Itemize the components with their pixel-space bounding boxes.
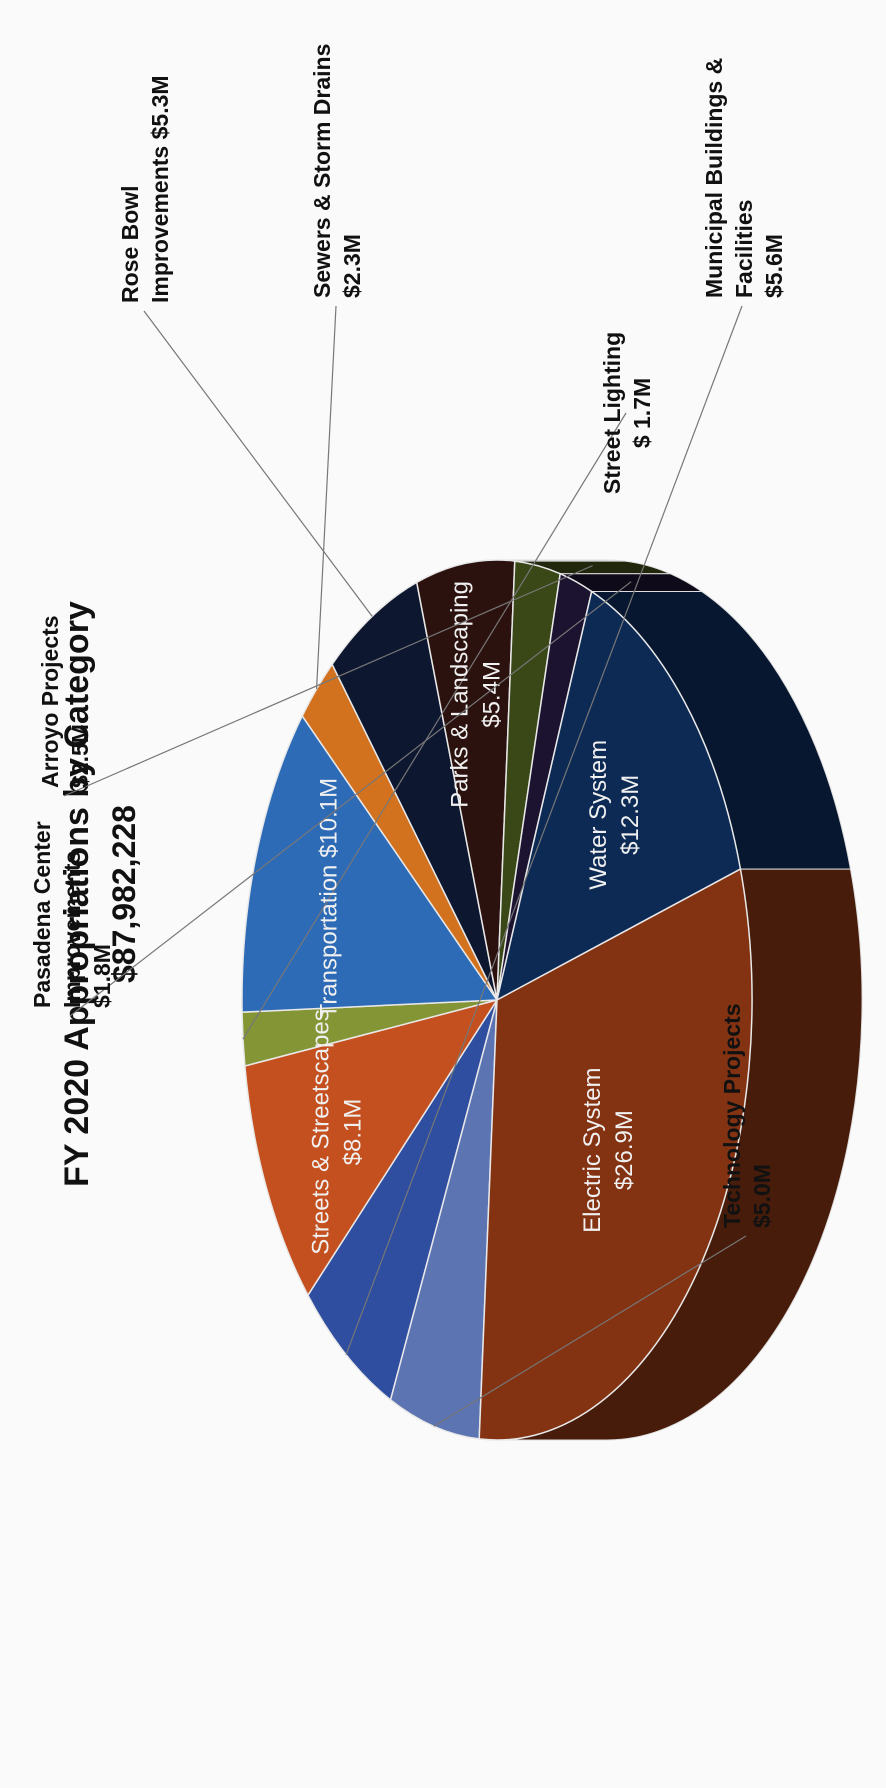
slice-label-street-lighting-line: Street Lighting xyxy=(599,332,625,494)
pie-slice-transportation xyxy=(241,714,499,1013)
slice-label-parks-landscaping-line: $5.4M xyxy=(479,661,506,728)
slice-label-pasadena-center-improvements-line: Improvements xyxy=(59,851,85,1008)
slice-label-sewers-storm-drains-line: $2.3M xyxy=(339,234,365,298)
slice-label-arroyo-projects-line: Arroyo Projects xyxy=(37,615,63,788)
slice-label-arroyo-projects-line: $2.5M xyxy=(67,724,93,788)
slice-label-municipal-buildings-facilities-line: $5.6M xyxy=(761,234,787,298)
slice-label-arroyo-projects: Arroyo Projects $2.5M xyxy=(37,615,93,788)
slice-label-pasadena-center-improvements-line: $1.8M xyxy=(89,944,115,1008)
pie-slice-rose-bowl-improvements xyxy=(331,581,498,1001)
leader-line-municipal-buildings-facilities xyxy=(345,305,743,1355)
slice-label-streets-streetscapes-line: Streets & Streetscapes xyxy=(308,1009,335,1254)
slice-label-street-lighting-line: $ 1.7M xyxy=(629,378,655,448)
slice-label-rose-bowl-improvements: Rose Bowl Improvements $5.3M xyxy=(117,75,173,303)
slice-label-technology-projects: Technology Projects $5.0M xyxy=(719,1003,775,1228)
slice-label-municipal-buildings-facilities: Municipal Buildings & Facilities $5.6M xyxy=(701,58,787,298)
slice-label-pasadena-center-improvements: Pasadena Center Improvements $1.8M xyxy=(29,821,115,1008)
pie-top xyxy=(241,559,753,1441)
slice-label-street-lighting: Street Lighting $ 1.7M xyxy=(599,332,655,494)
slice-label-sewers-storm-drains: Sewers & Storm Drains $2.3M xyxy=(309,44,365,298)
leader-line-sewers-storm-drains xyxy=(315,305,337,690)
pie-labels: Technology Projects $5.0M Municipal Buildi… xyxy=(29,44,787,1427)
slice-label-electric-system: Electric System $26.9M xyxy=(579,1067,638,1232)
slice-label-transportation-line: Transportation $10.1M xyxy=(316,778,343,1019)
leader-line-pasadena-center-improvements xyxy=(69,581,632,1017)
slice-label-electric-system-line: Electric System xyxy=(579,1067,606,1232)
pie-slice-electric-system xyxy=(478,867,753,1441)
slice-label-rose-bowl-improvements-line: Improvements $5.3M xyxy=(147,75,173,303)
slice-label-streets-streetscapes: Streets & Streetscapes $8.1M xyxy=(308,1009,367,1254)
slice-label-water-system: Water System $12.3M xyxy=(585,740,644,890)
slice-label-technology-projects-line: $5.0M xyxy=(749,1164,775,1228)
slice-label-municipal-buildings-facilities-line: Facilities xyxy=(731,200,757,298)
slice-label-water-system-line: $12.3M xyxy=(617,775,644,855)
slice-label-transportation: Transportation $10.1M xyxy=(316,778,343,1019)
pie-slice-water-system xyxy=(495,590,742,1002)
leader-line-rose-bowl-improvements xyxy=(143,310,373,617)
pie-slice-streets-streetscapes xyxy=(244,998,499,1297)
leader-line-arroyo-projects xyxy=(63,565,593,797)
slice-label-municipal-buildings-facilities-line: Municipal Buildings & xyxy=(701,58,727,298)
slice-label-sewers-storm-drains-line: Sewers & Storm Drains xyxy=(309,44,335,298)
leader-line-technology-projects xyxy=(433,1235,747,1427)
pie-slice-parks-landscaping xyxy=(415,559,516,1001)
leader-line-street-lighting xyxy=(242,412,627,1040)
slice-label-technology-projects-line: Technology Projects xyxy=(719,1003,745,1228)
slice-label-water-system-line: Water System xyxy=(585,740,612,890)
slice-label-electric-system-line: $26.9M xyxy=(611,1110,638,1190)
slice-label-rose-bowl-improvements-line: Rose Bowl xyxy=(117,185,143,303)
slice-label-streets-streetscapes-line: $8.1M xyxy=(340,1099,367,1166)
slice-label-parks-landscaping-line: Parks & Landscaping xyxy=(447,581,474,808)
slice-label-pasadena-center-improvements-line: Pasadena Center xyxy=(29,821,55,1008)
